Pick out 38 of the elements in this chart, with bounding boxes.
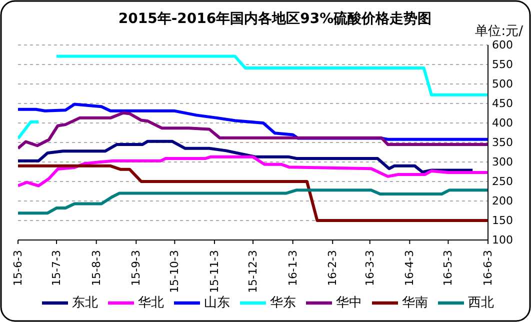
y-tick-label: 500 — [492, 78, 513, 90]
legend-label: 华北 — [138, 296, 164, 311]
y-tick-label: 350 — [492, 136, 513, 149]
line-series — [18, 164, 488, 222]
y-tick-label: 450 — [492, 97, 513, 110]
x-tick-label: 16-4-3 — [403, 250, 416, 286]
y-tick-label: 300 — [492, 156, 513, 168]
x-tick-label: 15-12-3 — [246, 250, 260, 293]
x-tick-label: 15-8-3 — [90, 250, 103, 286]
y-tick-label: 600 — [492, 38, 513, 52]
y-tick-label: 150 — [492, 214, 513, 227]
chart-title: 2015年-2016年国内各地区93%硫酸价格走势图 — [118, 11, 432, 27]
legend-label: 华南 — [402, 296, 428, 311]
x-tick-label: 16-1-3 — [286, 250, 300, 286]
legend-label: 东北 — [72, 296, 98, 311]
x-tick-label: 16-3-3 — [363, 250, 376, 286]
legend-label: 华中 — [336, 296, 362, 311]
y-tick-label: 200 — [492, 194, 513, 208]
y-tick-label: 550 — [492, 58, 513, 71]
x-tick-label: 16-5-3 — [442, 250, 455, 286]
x-tick-label: 15-9-3 — [130, 250, 143, 286]
x-tick-label: 15-10-3 — [168, 250, 182, 293]
x-tick-label: 15-11-3 — [208, 250, 221, 293]
y-tick-label: 400 — [492, 116, 513, 130]
y-tick-label: 100 — [492, 234, 513, 246]
x-tick-label: 16-6-3 — [482, 250, 494, 286]
line-series — [18, 188, 488, 215]
line-series — [18, 140, 474, 174]
legend-label: 西北 — [468, 296, 494, 311]
line-series — [18, 155, 488, 188]
line-series — [18, 111, 488, 150]
y-tick-label: 250 — [492, 175, 513, 188]
x-tick-label: 15-7-3 — [50, 250, 64, 286]
x-tick-label: 15-6-3 — [12, 250, 24, 286]
text: 单位:元/ — [475, 23, 523, 40]
legend-label: 华东 — [270, 296, 296, 311]
x-tick-label: 16-2-3 — [326, 250, 340, 286]
legend-label: 山东 — [204, 296, 230, 311]
